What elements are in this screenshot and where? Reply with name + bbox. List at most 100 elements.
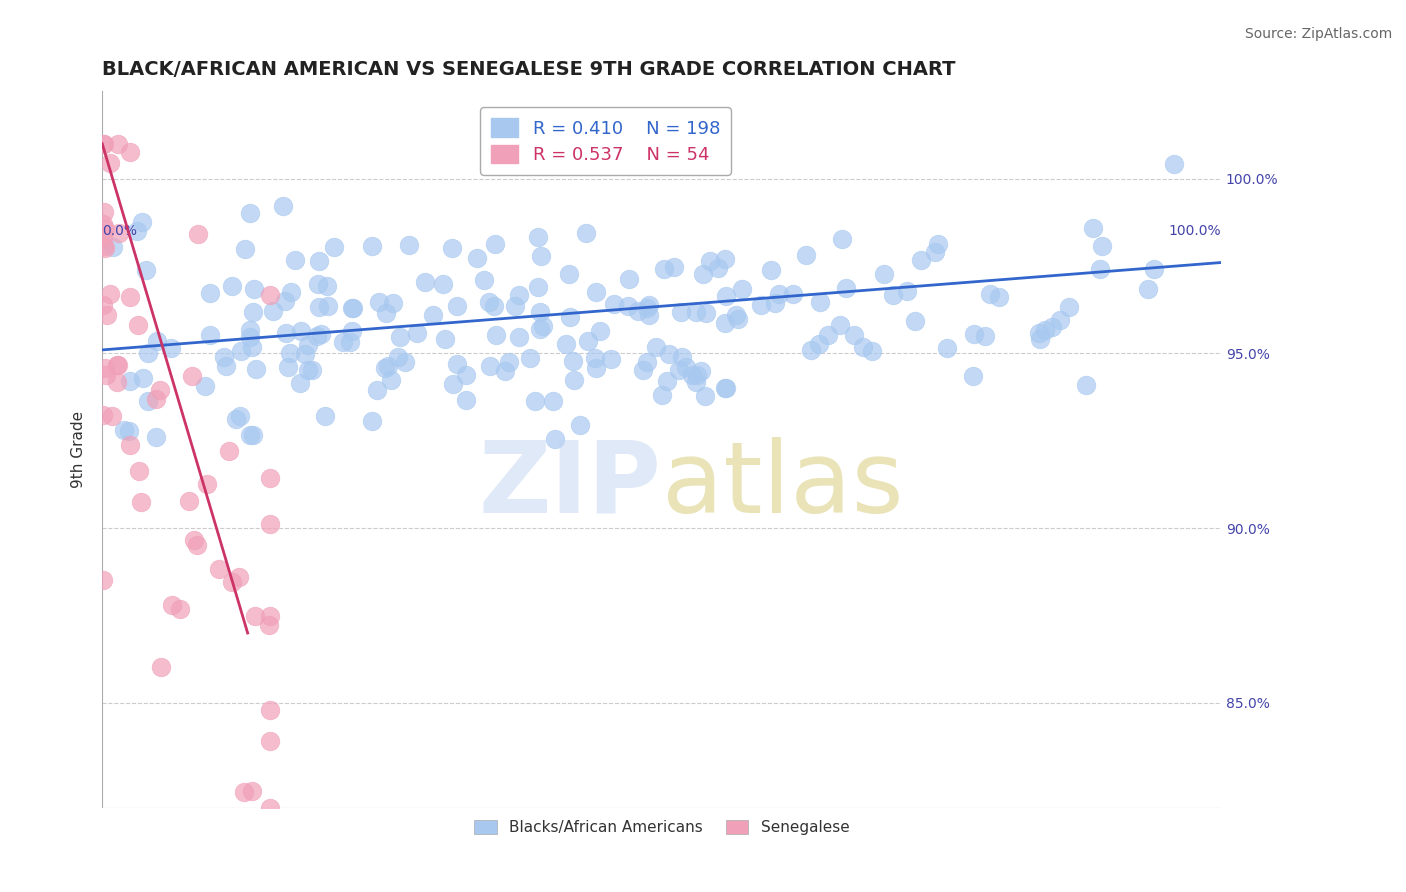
Point <box>118 424 141 438</box>
Point <box>479 359 502 373</box>
Point <box>562 373 585 387</box>
Point <box>638 298 661 312</box>
Point <box>413 276 436 290</box>
Point <box>135 262 157 277</box>
Point <box>446 357 468 371</box>
Point <box>259 288 281 302</box>
Point <box>589 324 612 338</box>
Point <box>927 237 949 252</box>
Point <box>432 277 454 291</box>
Point <box>374 306 396 320</box>
Point <box>129 495 152 509</box>
Point <box>259 471 281 485</box>
Point <box>852 340 875 354</box>
Point <box>759 262 782 277</box>
Text: BLACK/AFRICAN AMERICAN VS SENEGALESE 9TH GRADE CORRELATION CHART: BLACK/AFRICAN AMERICAN VS SENEGALESE 9TH… <box>103 60 956 78</box>
Point <box>498 355 520 369</box>
Point <box>599 352 621 367</box>
Point <box>259 618 281 632</box>
Point <box>808 295 831 310</box>
Point <box>98 155 121 169</box>
Point <box>544 432 567 446</box>
Point <box>585 361 607 376</box>
Point <box>714 381 737 395</box>
Point <box>685 305 707 319</box>
Point <box>727 312 749 326</box>
Point <box>1143 261 1166 276</box>
Point <box>699 253 721 268</box>
Point <box>988 290 1011 304</box>
Point <box>93 136 115 151</box>
Point <box>394 355 416 369</box>
Point <box>93 241 115 255</box>
Point <box>308 301 330 315</box>
Point <box>215 359 238 373</box>
Point <box>575 227 598 241</box>
Text: 100.0%: 100.0% <box>1168 224 1220 238</box>
Point <box>294 347 316 361</box>
Point <box>169 602 191 616</box>
Point <box>240 340 263 354</box>
Point <box>98 287 121 301</box>
Point <box>388 330 411 344</box>
Point <box>242 305 264 319</box>
Point <box>315 279 337 293</box>
Point <box>316 299 339 313</box>
Point <box>242 282 264 296</box>
Point <box>842 327 865 342</box>
Point <box>973 329 995 343</box>
Point <box>627 303 650 318</box>
Point <box>259 517 281 532</box>
Text: atlas: atlas <box>662 437 903 533</box>
Point <box>150 660 173 674</box>
Point <box>239 428 262 442</box>
Point <box>636 301 658 315</box>
Point <box>387 350 409 364</box>
Point <box>882 288 904 302</box>
Point <box>456 368 478 383</box>
Point <box>713 316 735 330</box>
Point <box>332 334 354 349</box>
Point <box>692 267 714 281</box>
Point <box>297 337 319 351</box>
Point <box>441 376 464 391</box>
Point <box>271 199 294 213</box>
Point <box>835 281 858 295</box>
Point <box>112 423 135 437</box>
Point <box>706 260 728 275</box>
Point <box>569 418 592 433</box>
Point <box>652 262 675 277</box>
Point <box>245 608 267 623</box>
Point <box>658 347 681 361</box>
Point <box>195 476 218 491</box>
Point <box>145 392 167 406</box>
Point <box>149 384 172 398</box>
Point <box>221 574 243 589</box>
Point <box>360 239 382 253</box>
Point <box>118 374 141 388</box>
Point <box>794 248 817 262</box>
Point <box>616 299 638 313</box>
Point <box>274 293 297 308</box>
Point <box>377 359 399 373</box>
Point <box>228 570 250 584</box>
Point <box>207 562 229 576</box>
Point <box>808 337 831 351</box>
Point <box>1029 331 1052 345</box>
Point <box>576 334 599 349</box>
Point <box>278 346 301 360</box>
Point <box>645 340 668 354</box>
Point <box>382 296 405 310</box>
Text: ZIP: ZIP <box>479 437 662 533</box>
Point <box>138 346 160 360</box>
Point <box>91 229 114 244</box>
Point <box>127 224 149 238</box>
Point <box>541 393 564 408</box>
Point <box>91 573 114 587</box>
Point <box>472 273 495 287</box>
Point <box>924 245 946 260</box>
Point <box>309 326 332 341</box>
Point <box>232 785 254 799</box>
Point <box>96 308 118 322</box>
Point <box>231 344 253 359</box>
